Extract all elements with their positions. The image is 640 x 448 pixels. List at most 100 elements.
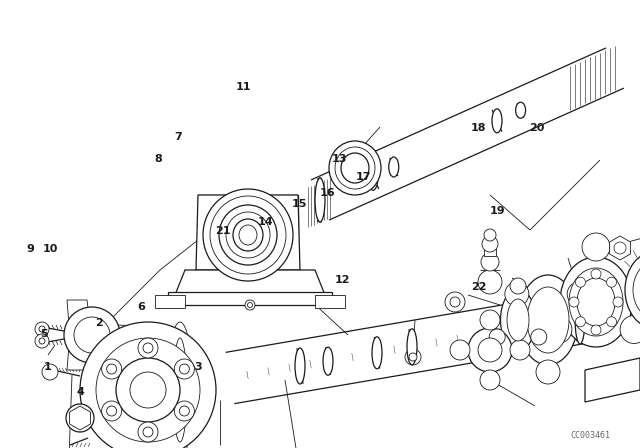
Text: 14: 14 bbox=[258, 217, 273, 227]
Ellipse shape bbox=[388, 157, 399, 177]
Polygon shape bbox=[175, 270, 325, 295]
Circle shape bbox=[582, 233, 610, 261]
Ellipse shape bbox=[500, 289, 536, 351]
Text: 8: 8 bbox=[155, 154, 163, 164]
Circle shape bbox=[567, 282, 591, 306]
Circle shape bbox=[536, 360, 560, 384]
Circle shape bbox=[143, 427, 153, 437]
Circle shape bbox=[74, 317, 110, 353]
Text: 13: 13 bbox=[332, 154, 347, 164]
Text: 7: 7 bbox=[174, 132, 182, 142]
Circle shape bbox=[107, 364, 116, 374]
Circle shape bbox=[569, 297, 579, 307]
Polygon shape bbox=[585, 358, 640, 402]
Circle shape bbox=[138, 422, 158, 442]
Ellipse shape bbox=[323, 347, 333, 375]
Polygon shape bbox=[67, 300, 90, 325]
Ellipse shape bbox=[368, 162, 378, 190]
Ellipse shape bbox=[226, 212, 270, 258]
Text: 16: 16 bbox=[320, 188, 335, 198]
Circle shape bbox=[445, 292, 465, 312]
Circle shape bbox=[607, 277, 616, 287]
Circle shape bbox=[482, 236, 498, 252]
Text: 9: 9 bbox=[27, 244, 35, 254]
Polygon shape bbox=[226, 293, 584, 404]
Circle shape bbox=[409, 353, 417, 361]
Circle shape bbox=[66, 404, 94, 432]
Circle shape bbox=[481, 253, 499, 271]
Circle shape bbox=[607, 317, 616, 327]
Ellipse shape bbox=[156, 325, 168, 345]
Ellipse shape bbox=[507, 299, 529, 341]
Circle shape bbox=[73, 411, 87, 425]
Ellipse shape bbox=[315, 178, 325, 222]
Text: 17: 17 bbox=[356, 172, 371, 182]
Circle shape bbox=[505, 282, 529, 306]
Polygon shape bbox=[610, 236, 630, 260]
Text: 11: 11 bbox=[236, 82, 251, 92]
Text: 4: 4 bbox=[76, 387, 84, 397]
Circle shape bbox=[245, 300, 255, 310]
Circle shape bbox=[130, 372, 166, 408]
Circle shape bbox=[591, 325, 601, 335]
Circle shape bbox=[116, 358, 180, 422]
Circle shape bbox=[450, 340, 470, 360]
Circle shape bbox=[102, 401, 122, 421]
Ellipse shape bbox=[210, 196, 286, 274]
Circle shape bbox=[96, 338, 200, 442]
Polygon shape bbox=[67, 345, 90, 370]
Text: 15: 15 bbox=[292, 199, 307, 209]
Circle shape bbox=[468, 328, 512, 372]
Ellipse shape bbox=[167, 322, 193, 448]
Ellipse shape bbox=[341, 153, 369, 183]
Ellipse shape bbox=[233, 219, 263, 251]
Circle shape bbox=[102, 359, 122, 379]
Text: 22: 22 bbox=[471, 282, 486, 292]
Ellipse shape bbox=[569, 268, 623, 336]
Ellipse shape bbox=[527, 287, 569, 353]
Text: 10: 10 bbox=[42, 244, 58, 254]
Text: CC003461: CC003461 bbox=[570, 431, 610, 439]
Ellipse shape bbox=[203, 189, 293, 281]
Text: 12: 12 bbox=[335, 275, 350, 285]
Circle shape bbox=[107, 406, 116, 416]
Circle shape bbox=[174, 359, 195, 379]
Circle shape bbox=[620, 315, 640, 344]
Ellipse shape bbox=[633, 261, 640, 319]
Circle shape bbox=[35, 322, 49, 336]
Circle shape bbox=[484, 229, 496, 241]
Ellipse shape bbox=[159, 330, 165, 340]
Ellipse shape bbox=[492, 109, 502, 133]
Circle shape bbox=[575, 277, 586, 287]
Polygon shape bbox=[117, 325, 162, 345]
Circle shape bbox=[489, 329, 505, 345]
Ellipse shape bbox=[219, 205, 277, 265]
Polygon shape bbox=[155, 295, 185, 308]
Ellipse shape bbox=[577, 278, 615, 326]
Polygon shape bbox=[168, 292, 332, 305]
Ellipse shape bbox=[516, 102, 525, 118]
Ellipse shape bbox=[295, 348, 305, 384]
Circle shape bbox=[613, 297, 623, 307]
Polygon shape bbox=[484, 248, 496, 256]
Circle shape bbox=[405, 349, 421, 365]
Circle shape bbox=[248, 302, 253, 307]
Ellipse shape bbox=[173, 338, 187, 442]
Circle shape bbox=[478, 338, 502, 362]
Ellipse shape bbox=[625, 251, 640, 329]
Circle shape bbox=[80, 322, 216, 448]
Circle shape bbox=[591, 269, 601, 279]
Text: 21: 21 bbox=[215, 226, 230, 236]
Ellipse shape bbox=[329, 141, 381, 195]
Ellipse shape bbox=[518, 275, 578, 365]
Circle shape bbox=[531, 329, 547, 345]
Ellipse shape bbox=[575, 292, 585, 344]
Text: 1: 1 bbox=[44, 362, 52, 372]
Circle shape bbox=[544, 315, 572, 344]
Ellipse shape bbox=[372, 337, 382, 369]
Circle shape bbox=[39, 338, 45, 344]
Circle shape bbox=[64, 307, 120, 363]
Circle shape bbox=[35, 334, 49, 348]
Circle shape bbox=[480, 370, 500, 390]
Text: 20: 20 bbox=[529, 123, 544, 133]
